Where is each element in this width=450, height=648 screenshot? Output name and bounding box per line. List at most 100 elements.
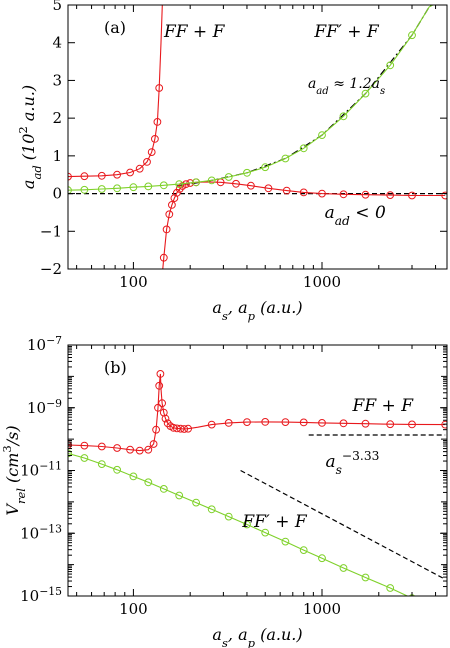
series-1-point-12: [261, 528, 270, 537]
series-1-point-20: [442, 610, 449, 617]
series-0-point-4: [126, 445, 135, 454]
series-0-point-19: [176, 424, 185, 433]
annotation-0: FF + F: [163, 22, 226, 42]
series-1-point-5: [144, 478, 153, 487]
annotation-1: FF′ + F: [313, 22, 380, 42]
series-1-point-7: [175, 180, 184, 189]
series-1-point-9: [207, 176, 216, 185]
series-0-point-5: [135, 164, 144, 173]
y-tick-label-2: 10−11: [20, 459, 62, 480]
series-0-point-18: [173, 424, 181, 433]
y-tick-label-3: 10−13: [20, 522, 62, 543]
series-0-point-11: [156, 370, 165, 378]
x-axis-label: as, ap (a.u.): [212, 625, 302, 648]
series-1-point-8: [192, 178, 201, 187]
series-0-point-30: [361, 190, 370, 199]
series-0-point-3: [113, 170, 121, 179]
series-0-point-4: [126, 168, 135, 177]
y-tick-label-2: 0: [52, 185, 62, 203]
y-tick-label-4: 2: [52, 109, 62, 127]
series-1-point-11: [243, 520, 251, 529]
series-0-point-14: [168, 201, 176, 209]
x-tick-label-0: 100: [119, 273, 148, 291]
series-0-point-33: [441, 420, 447, 429]
series-0-point-24: [247, 181, 255, 190]
series-1-point-6: [159, 181, 168, 190]
series-1-point-19: [408, 31, 416, 40]
series-0-point-27: [299, 188, 308, 197]
x-tick-label-1: 1000: [303, 600, 341, 618]
series-1-point-10: [224, 173, 233, 181]
x-tick-label-1: 1000: [303, 273, 341, 291]
series-1-point-11: [243, 168, 251, 177]
annotation-3: aad < 0: [325, 203, 386, 228]
series-1-point-2: [97, 460, 106, 469]
series-1-point-3: [113, 184, 121, 193]
series-0-point-31: [386, 191, 395, 200]
series-0-point-2: [97, 171, 106, 180]
panel-a: 100 1000 −2 −1 0 1 2 3 4 5 as, ap (a.u.) aad (102 a…: [16, 0, 448, 323]
series-1-point-1: [80, 185, 89, 194]
series-1-point-9: [207, 505, 216, 514]
y-tick-label-0: −2: [40, 260, 62, 278]
series-0-point-8: [152, 425, 161, 434]
series-0-point-29: [339, 419, 348, 428]
series-0-point-25: [261, 418, 270, 426]
series-0-point-11: [159, 253, 168, 262]
panel-b: 100 1000 10−7 10−9 10−11 10−13 10−15 as, ap (a.…: [0, 334, 449, 648]
y-axis-label: Vrel (cm3/s): [0, 425, 28, 515]
series-1-point-2: [97, 185, 106, 193]
y-tick-label-1: −1: [40, 222, 62, 240]
series-1-point-15: [318, 131, 326, 140]
plot-area: [68, 5, 447, 269]
series-1-point-16: [339, 112, 348, 121]
series-0-point-3: [113, 444, 121, 452]
series-1-point-7: [175, 491, 184, 500]
series-0-point-25: [264, 184, 273, 193]
series-0-point-15: [163, 419, 172, 428]
x-tick-label-0: 100: [119, 600, 148, 618]
series-1-point-0: [68, 186, 72, 195]
series-0-point-9: [154, 403, 162, 412]
series-1-point-0: [68, 449, 72, 458]
series-0-point-6: [143, 158, 151, 166]
series-0-point-0: [68, 441, 72, 449]
series-0-point-1: [80, 441, 89, 450]
series-0-point-1: [80, 172, 89, 181]
series-1-point-1: [80, 454, 89, 462]
series-0-point-17: [169, 423, 178, 432]
series-0-point-26: [282, 186, 291, 195]
series-1-point-6: [159, 485, 168, 493]
series-0-point-21: [184, 424, 193, 433]
series-1-point-17: [361, 89, 370, 98]
series-1-point-13: [281, 154, 290, 163]
y-tick-label-0: 10−7: [27, 334, 62, 355]
plot-frame: [67, 344, 448, 597]
series-0-point-23: [224, 419, 233, 427]
annotation-2: FF′ + F: [241, 512, 308, 532]
series-0-point-20: [180, 425, 189, 433]
annotation-1: as−3.33: [325, 449, 379, 477]
series-0-point-33: [441, 191, 447, 200]
series-0-point-22: [207, 420, 216, 429]
series-1-point-10: [224, 512, 233, 521]
y-tick-label-1: 10−9: [27, 396, 62, 417]
series-0-point-5: [135, 446, 144, 455]
series-1-point-17: [361, 573, 370, 582]
series-0-point-32: [408, 420, 416, 429]
annotation-2: aad ≈ 1.2as: [308, 76, 385, 97]
series-0-point-2: [97, 442, 106, 451]
series-0-point-13: [165, 210, 174, 219]
y-tick-label-7: 5: [52, 0, 62, 14]
series-1-point-4: [129, 472, 138, 481]
series-0-point-12: [162, 225, 171, 234]
series-0-point-32: [408, 191, 416, 200]
series-1-line-0: [68, 5, 434, 191]
panel-label: (a): [104, 18, 126, 37]
series-1-point-15: [318, 554, 326, 563]
series-0-line-1: [162, 181, 446, 269]
series-0-point-24: [243, 418, 251, 427]
series-0-point-7: [149, 440, 158, 448]
panel-label: (b): [104, 358, 127, 377]
series-0-point-14: [161, 414, 170, 423]
